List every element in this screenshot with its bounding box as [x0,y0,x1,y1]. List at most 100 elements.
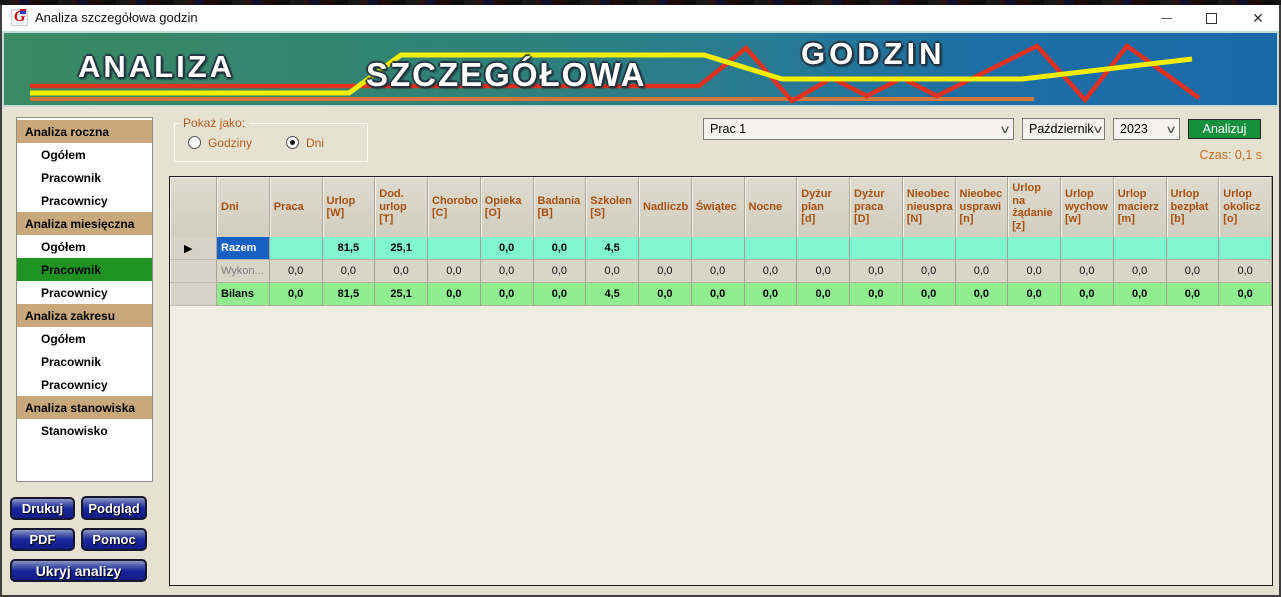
grid-cell[interactable] [744,237,798,260]
maximize-button[interactable] [1193,5,1229,31]
employee-combobox[interactable]: Prac 1 ∨ [703,118,1014,140]
grid-cell[interactable]: 0,0 [428,260,481,283]
grid-cell[interactable] [269,237,323,260]
grid-cell[interactable]: 0,0 [586,260,639,283]
grid-cell[interactable]: 0,0 [533,283,587,306]
grid-cell[interactable] [850,237,903,260]
column-header[interactable]: Nocne [744,177,798,237]
grid-cell[interactable]: 0,0 [375,260,428,283]
column-header[interactable]: Urlop okolicz [o] [1219,177,1272,237]
grid-cell[interactable]: 0,0 [1166,283,1220,306]
grid-cell[interactable] [797,237,850,260]
grid-cell[interactable] [691,237,745,260]
sidebar-item-10[interactable]: Pracownik [41,354,102,369]
column-header[interactable]: Nieobec nieuspra [N] [902,177,956,237]
row-selector-header[interactable] [170,177,217,237]
grid-cell[interactable]: 0,0 [902,283,956,306]
grid-cell[interactable]: 0,0 [850,283,903,306]
column-header[interactable]: Szkolen [S] [586,177,639,237]
radio-dni-label[interactable]: Dni [306,136,325,150]
radio-dni[interactable] [286,136,299,149]
year-combobox[interactable]: 2023 ∨ [1113,118,1180,140]
radio-godziny-label[interactable]: Godziny [208,136,253,150]
grid-cell[interactable] [639,237,692,260]
grid-cell[interactable]: 0,0 [480,237,534,260]
column-header[interactable]: Urlop na żądanie [z] [1008,177,1061,237]
column-header[interactable]: Dod. urlop [T] [375,177,428,237]
grid-cell[interactable]: 0,0 [691,260,745,283]
column-header[interactable]: Urlop bezpłat [b] [1166,177,1220,237]
grid-cell[interactable]: 25,1 [375,237,428,260]
grid-cell[interactable]: 81,5 [322,237,376,260]
row-selector-cell[interactable] [170,260,217,283]
grid-cell[interactable] [1008,237,1061,260]
column-header[interactable]: Opieka [O] [480,177,534,237]
grid-cell[interactable]: 0,0 [322,260,376,283]
hide-analyses-button[interactable]: Ukryj analizy [10,559,147,582]
grid-cell[interactable]: 0,0 [480,260,534,283]
grid-cell[interactable]: 4,5 [586,283,639,306]
help-button[interactable]: Pomoc [81,528,147,551]
analyze-button[interactable]: Analizuj [1188,119,1261,139]
month-combobox[interactable]: Październik ∨ [1022,118,1105,140]
grid-cell[interactable]: 0,0 [797,260,850,283]
grid-cell[interactable]: 0,0 [480,283,534,306]
column-header[interactable]: Chorobo [C] [428,177,481,237]
sidebar-item-3[interactable]: Pracownicy [41,193,108,208]
grid-cell[interactable]: 0,0 [955,260,1009,283]
grid-cell[interactable] [1061,237,1114,260]
column-header[interactable]: Dyżur plan [d] [797,177,850,237]
grid-cell[interactable]: 0,0 [1008,260,1061,283]
grid-cell[interactable]: 0,0 [428,283,481,306]
sidebar-item-11[interactable]: Pracownicy [41,377,108,392]
grid-cell[interactable]: 0,0 [1113,260,1167,283]
column-header[interactable]: Nadliczb [639,177,692,237]
grid-cell[interactable] [1219,237,1272,260]
sidebar-item-7[interactable]: Pracownicy [41,285,108,300]
grid-cell[interactable]: 0,0 [1061,283,1114,306]
sidebar-item-2[interactable]: Pracownik [41,170,102,185]
sidebar-item-6[interactable]: Pracownik [17,258,152,281]
radio-godziny[interactable] [188,136,201,149]
grid-cell[interactable]: 0,0 [797,283,850,306]
row-label-cell[interactable]: Razem [217,237,270,260]
grid-cell[interactable]: 0,0 [533,237,587,260]
sidebar-item-5[interactable]: Ogółem [41,239,86,254]
grid-cell[interactable]: 0,0 [691,283,745,306]
column-header[interactable]: Dni [217,177,270,237]
grid-cell[interactable]: 0,0 [1113,283,1167,306]
titlebar[interactable]: G Analiza szczegółowa godzin ✕ [2,5,1279,31]
grid-cell[interactable]: 0,0 [269,260,323,283]
pdf-button[interactable]: PDF [10,528,75,551]
sidebar-header-8[interactable]: Analiza zakresu [17,304,152,327]
grid-cell[interactable]: 0,0 [1166,260,1220,283]
grid-cell[interactable]: 0,0 [744,260,798,283]
grid-cell[interactable]: 4,5 [586,237,639,260]
grid-cell[interactable]: 0,0 [955,283,1009,306]
grid-cell[interactable]: 0,0 [269,283,323,306]
grid-cell[interactable] [1166,237,1220,260]
row-label-cell[interactable]: Wykon... [217,260,270,283]
grid-cell[interactable] [902,237,956,260]
grid-cell[interactable] [1113,237,1167,260]
column-header[interactable]: Praca [269,177,323,237]
sidebar-item-1[interactable]: Ogółem [41,147,86,162]
sidebar-header-4[interactable]: Analiza miesięczna [17,212,152,235]
grid-cell[interactable]: 0,0 [1219,260,1272,283]
row-selector-cell[interactable]: ▶ [170,237,217,260]
row-selector-cell[interactable] [170,283,217,306]
column-header[interactable]: Urlop [W] [322,177,376,237]
grid-cell[interactable]: 0,0 [1061,260,1114,283]
sidebar-header-0[interactable]: Analiza roczna [17,120,152,143]
column-header[interactable]: Badania [B] [533,177,587,237]
column-header[interactable]: Świątec [691,177,745,237]
column-header[interactable]: Urlop macierz [m] [1113,177,1167,237]
print-button[interactable]: Drukuj [10,497,75,520]
minimize-button[interactable] [1148,5,1184,31]
grid-cell[interactable]: 0,0 [1219,283,1272,306]
grid-cell[interactable]: 0,0 [744,283,798,306]
close-button[interactable]: ✕ [1252,9,1264,26]
preview-button[interactable]: Podgląd [81,496,147,520]
grid-cell[interactable]: 0,0 [533,260,587,283]
grid-cell[interactable]: 0,0 [1008,283,1061,306]
